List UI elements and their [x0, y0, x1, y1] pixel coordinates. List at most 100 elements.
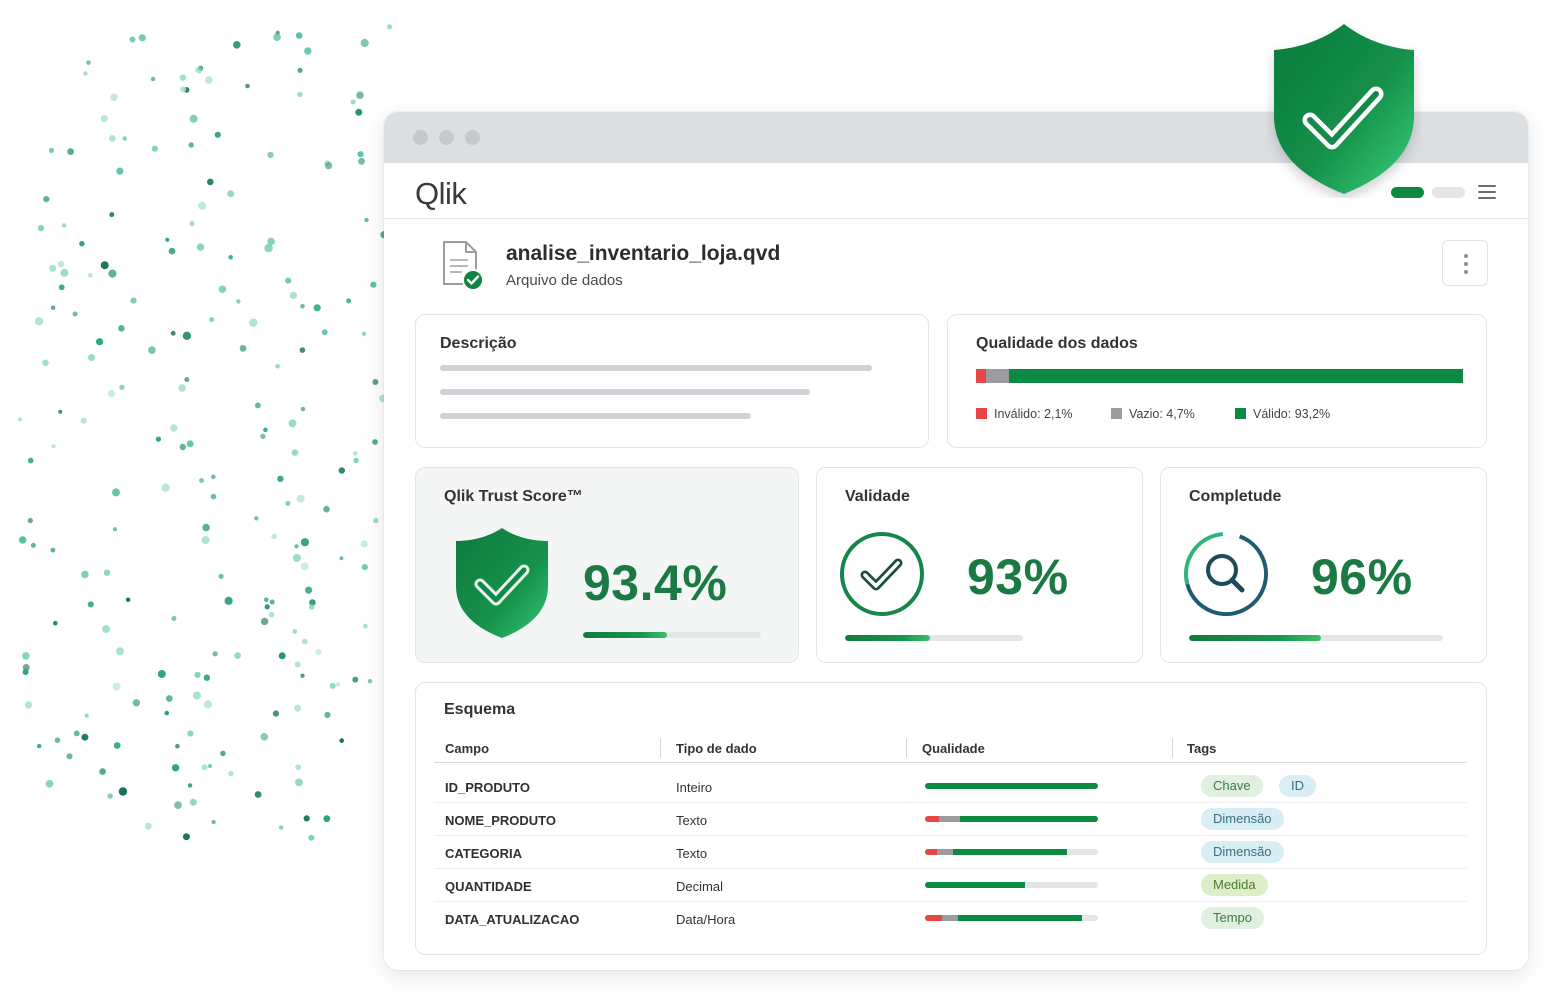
particle-dot [148, 346, 156, 354]
particle-dot [339, 556, 344, 561]
page-indicator-active[interactable] [1391, 187, 1424, 198]
particle-dot [80, 417, 87, 424]
data-quality-bar[interactable] [976, 369, 1463, 383]
page-indicator[interactable] [1432, 187, 1465, 198]
column-header-tags[interactable]: Tags [1187, 741, 1217, 756]
particle-dot [109, 135, 116, 142]
particle-dot [112, 682, 121, 691]
particle-dot [212, 651, 218, 657]
particle-dot [18, 417, 23, 422]
table-row[interactable]: NOME_PRODUTO Texto Dimensão [434, 803, 1467, 836]
tag-badge[interactable]: Dimensão [1201, 808, 1284, 830]
particle-dot [329, 682, 336, 689]
quality-segment-valid [925, 882, 1026, 888]
table-row[interactable]: ID_PRODUTO Inteiro Chave ID [434, 770, 1467, 803]
data-quality-title: Qualidade dos dados [976, 335, 1138, 352]
particle-dot [201, 536, 210, 545]
particle-dot [119, 384, 125, 390]
particle-dot [118, 787, 128, 796]
tag-badge[interactable]: ID [1279, 775, 1316, 797]
table-row[interactable]: DATA_ATUALIZACAO Data/Hora Tempo [434, 902, 1467, 935]
particle-dot [45, 779, 54, 788]
particle-dot [132, 699, 141, 707]
column-header-field[interactable]: Campo [445, 741, 490, 756]
particle-dot [295, 764, 302, 771]
particle-dot [294, 704, 302, 712]
quality-segment-empty [937, 849, 953, 855]
quality-bar[interactable] [925, 816, 1098, 822]
more-options-button[interactable] [1442, 240, 1488, 286]
particle-dot [180, 86, 187, 93]
particle-dot [275, 364, 280, 369]
particle-dot [355, 108, 363, 116]
window-control-dot[interactable] [465, 130, 480, 145]
particle-dot [67, 148, 74, 156]
app-window: Qlik analise_inventario_loja.qvd Arquivo… [384, 112, 1528, 970]
quality-bar[interactable] [925, 849, 1098, 855]
particle-dot [144, 822, 152, 830]
quality-bar[interactable] [925, 882, 1098, 888]
qlik-logo[interactable]: Qlik [415, 176, 467, 211]
particle-dot [208, 764, 212, 768]
legend-swatch-invalid [976, 408, 987, 419]
particle-dot [300, 538, 309, 547]
quality-bar[interactable] [925, 915, 1098, 921]
tag-badge[interactable]: Chave [1201, 775, 1263, 797]
particle-dot [228, 254, 233, 260]
column-header-type[interactable]: Tipo de dado [676, 741, 757, 756]
description-card: Descrição [415, 314, 929, 448]
file-name: analise_inventario_loja.qvd [506, 242, 781, 265]
particle-dot [171, 764, 180, 772]
legend-swatch-empty [1111, 408, 1122, 419]
particle-dot [96, 338, 104, 346]
particle-dot [227, 190, 235, 198]
particle-dot [50, 305, 56, 311]
particle-dot [273, 33, 281, 41]
app-header: Qlik [384, 163, 1528, 219]
quality-segment-empty [938, 816, 960, 822]
column-header-quality[interactable]: Qualidade [922, 741, 985, 756]
particle-dot [315, 649, 322, 656]
quality-segment-valid [959, 816, 1098, 822]
particle-dot [352, 451, 358, 456]
particle-dot [110, 93, 118, 102]
tag-badge[interactable]: Medida [1201, 874, 1268, 896]
particle-dot [100, 261, 109, 270]
validity-progress [845, 635, 1023, 641]
window-control-dot[interactable] [439, 130, 454, 145]
particle-dot [195, 66, 203, 74]
particle-dot [372, 379, 379, 385]
particle-dot [165, 695, 173, 702]
particle-dot [296, 494, 305, 503]
table-row[interactable]: QUANTIDADE Decimal Medida [434, 869, 1467, 902]
magnifier-icon [1184, 532, 1268, 616]
quality-bar[interactable] [925, 783, 1098, 789]
tag-badge[interactable]: Tempo [1201, 907, 1265, 929]
particle-dot [300, 406, 306, 412]
schema-title: Esquema [444, 701, 516, 718]
particle-dot [102, 625, 111, 634]
particle-dot [22, 652, 30, 660]
particle-dot [87, 601, 94, 608]
particle-dot [302, 638, 308, 645]
particle-dot [24, 701, 33, 709]
particle-dot [357, 151, 364, 158]
particle-dot [339, 738, 345, 743]
table-row[interactable]: CATEGORIA Texto Dimensão [434, 836, 1467, 869]
particle-dot [370, 281, 377, 288]
particle-dot [210, 493, 217, 500]
legend-empty: Vazio: 4,7% [1111, 407, 1195, 421]
particle-dot [308, 834, 315, 841]
tag-badge[interactable]: Dimensão [1201, 841, 1284, 863]
particle-dot [323, 815, 331, 823]
particle-dot [285, 500, 291, 506]
particle-dot [364, 217, 369, 223]
particle-dot [188, 142, 194, 148]
particle-dot [50, 547, 56, 553]
field-name: DATA_ATUALIZACAO [445, 912, 580, 927]
window-control-dot[interactable] [413, 130, 428, 145]
particle-dot [336, 682, 341, 687]
particle-dot [264, 597, 269, 603]
hamburger-menu-icon[interactable] [1478, 185, 1496, 199]
particle-dot [189, 221, 195, 227]
